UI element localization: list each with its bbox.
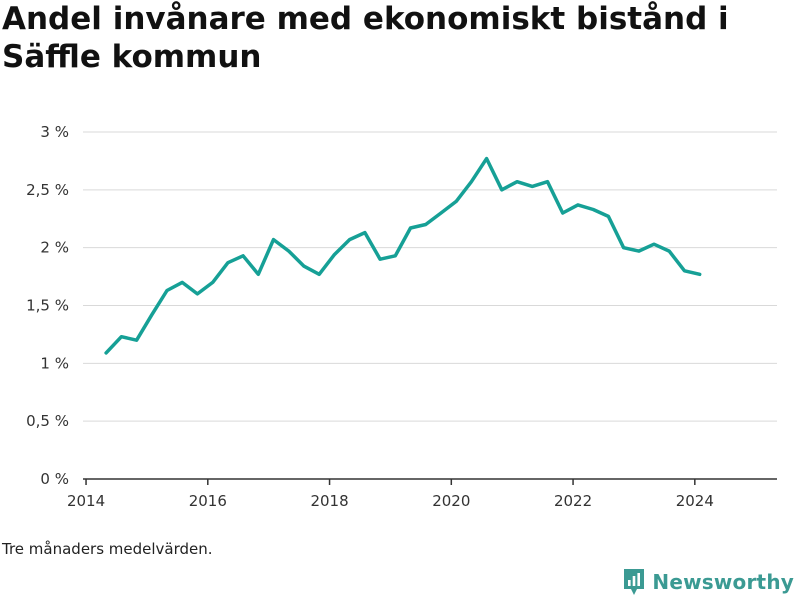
x-tick-label: 2020 <box>432 492 470 510</box>
newsworthy-logo-icon <box>624 569 645 595</box>
series-line <box>104 156 702 355</box>
y-tick-label: 0,5 % <box>26 412 69 430</box>
chart-caption: Tre månaders medelvärden. <box>2 540 213 558</box>
y-tick-label: 2 % <box>40 239 69 257</box>
chart-title: Andel invånare med ekonomiskt bistånd i … <box>2 1 729 75</box>
gridlines <box>83 131 777 422</box>
y-axis-ticks: 0 % 0,5 % 1 % 1,5 % 2 % 2,5 % 3 % <box>26 123 69 488</box>
y-tick-label: 1 % <box>40 354 69 372</box>
x-tick-label: 2024 <box>676 492 714 510</box>
y-tick-label: 3 % <box>40 123 69 141</box>
x-tick-label: 2022 <box>554 492 592 510</box>
y-tick-label: 0 % <box>40 470 69 488</box>
y-tick-label: 1,5 % <box>26 297 69 315</box>
brand-logo[interactable]: Newsworthy <box>622 567 794 597</box>
x-tick-label: 2018 <box>310 492 348 510</box>
line-chart: 0 % 0,5 % 1 % 1,5 % 2 % 2,5 % 3 % 2014 2016 2018… <box>26 123 777 510</box>
x-tick-label: 2014 <box>67 492 105 510</box>
x-tick-label: 2016 <box>189 492 227 510</box>
x-axis-ticks: 2014 2016 2018 2020 2022 2024 <box>67 479 714 510</box>
series-layer <box>104 156 702 355</box>
y-tick-label: 2,5 % <box>26 181 69 199</box>
brand-name: Newsworthy <box>652 570 794 594</box>
